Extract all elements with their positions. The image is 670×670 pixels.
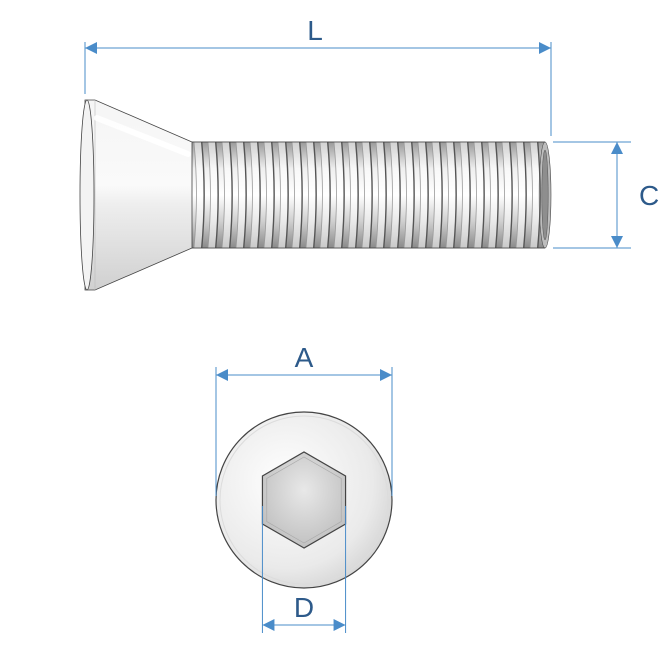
label-C: C	[639, 180, 659, 211]
label-L: L	[307, 15, 323, 46]
label-D: D	[294, 592, 314, 623]
label-A: A	[295, 342, 314, 373]
screw-top-view	[216, 412, 392, 588]
screw-side-view	[80, 100, 551, 290]
screw-head	[85, 100, 192, 290]
